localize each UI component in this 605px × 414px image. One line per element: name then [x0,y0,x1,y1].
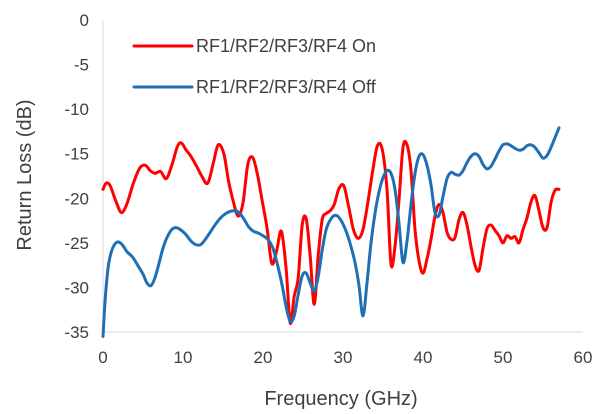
legend-label-on: RF1/RF2/RF3/RF4 On [196,36,376,56]
x-axis-title: Frequency (GHz) [264,388,417,410]
legend-label-off: RF1/RF2/RF3/RF4 Off [196,77,377,97]
x-tick-label: 50 [494,348,513,367]
y-tick-label: -35 [64,323,89,342]
x-tick-label: 10 [174,348,193,367]
x-tick-labels: 0 10 20 30 40 50 60 [98,348,592,367]
y-tick-label: -25 [64,234,89,253]
series-layer [101,126,561,338]
legend: RF1/RF2/RF3/RF4 On RF1/RF2/RF3/RF4 Off [132,36,377,97]
y-tick-label: 0 [80,11,89,30]
series-line-off [101,126,561,338]
series-line-on [101,139,561,326]
y-tick-label: -30 [64,278,89,297]
y-tick-label: -20 [64,189,89,208]
y-tick-labels: 0 -5 -10 -15 -20 -25 -30 -35 [64,11,89,342]
y-axis-title: Return Loss (dB) [14,99,36,250]
y-tick-label: -5 [74,56,89,75]
axes [102,20,583,333]
y-tick-label: -15 [64,145,89,164]
x-tick-label: 20 [254,348,273,367]
x-tick-label: 0 [98,348,107,367]
x-tick-label: 60 [574,348,593,367]
x-tick-label: 30 [334,348,353,367]
y-tick-label: -10 [64,100,89,119]
x-tick-label: 40 [414,348,433,367]
